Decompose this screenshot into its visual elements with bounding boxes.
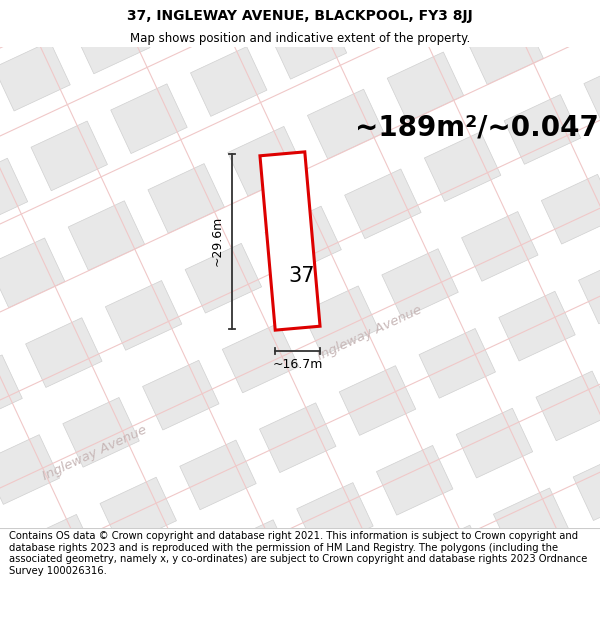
Polygon shape xyxy=(382,249,458,318)
Polygon shape xyxy=(387,52,464,122)
Polygon shape xyxy=(0,355,22,424)
Polygon shape xyxy=(413,525,490,595)
Text: Map shows position and indicative extent of the property.: Map shows position and indicative extent… xyxy=(130,32,470,45)
Polygon shape xyxy=(424,132,501,201)
Polygon shape xyxy=(541,174,600,244)
Polygon shape xyxy=(456,408,533,478)
Polygon shape xyxy=(536,371,600,441)
Polygon shape xyxy=(578,254,600,324)
Polygon shape xyxy=(180,440,256,510)
Text: Contains OS data © Crown copyright and database right 2021. This information is : Contains OS data © Crown copyright and d… xyxy=(9,531,587,576)
Polygon shape xyxy=(584,58,600,127)
Polygon shape xyxy=(493,488,570,558)
Polygon shape xyxy=(0,158,28,228)
Polygon shape xyxy=(68,201,145,271)
Polygon shape xyxy=(74,4,150,74)
Text: 37: 37 xyxy=(289,266,315,286)
Polygon shape xyxy=(573,451,600,521)
Polygon shape xyxy=(0,552,17,621)
Text: ~189m²/~0.047ac.: ~189m²/~0.047ac. xyxy=(355,113,600,141)
Polygon shape xyxy=(190,47,267,116)
Polygon shape xyxy=(217,520,293,589)
Polygon shape xyxy=(0,434,59,504)
Polygon shape xyxy=(20,514,97,584)
Polygon shape xyxy=(0,238,65,308)
Polygon shape xyxy=(100,478,176,547)
Polygon shape xyxy=(63,398,139,468)
Polygon shape xyxy=(223,323,299,392)
Polygon shape xyxy=(185,243,262,313)
Polygon shape xyxy=(143,360,219,430)
Polygon shape xyxy=(547,0,600,48)
Polygon shape xyxy=(350,0,427,42)
Polygon shape xyxy=(339,366,416,436)
Text: Ingleway Avenue: Ingleway Avenue xyxy=(316,303,424,363)
Polygon shape xyxy=(270,9,347,79)
Polygon shape xyxy=(467,15,544,84)
Polygon shape xyxy=(227,126,304,196)
Polygon shape xyxy=(148,164,224,233)
Text: ~29.6m: ~29.6m xyxy=(211,216,224,266)
Polygon shape xyxy=(296,482,373,552)
Polygon shape xyxy=(31,121,107,191)
Polygon shape xyxy=(260,152,320,330)
Polygon shape xyxy=(0,41,70,111)
Text: 37, INGLEWAY AVENUE, BLACKPOOL, FY3 8JJ: 37, INGLEWAY AVENUE, BLACKPOOL, FY3 8JJ xyxy=(127,9,473,23)
Polygon shape xyxy=(154,0,230,37)
Polygon shape xyxy=(259,403,336,472)
Polygon shape xyxy=(111,84,187,154)
Polygon shape xyxy=(106,281,182,350)
Polygon shape xyxy=(344,169,421,239)
Polygon shape xyxy=(461,211,538,281)
Polygon shape xyxy=(265,206,341,276)
Polygon shape xyxy=(302,286,379,356)
Polygon shape xyxy=(504,94,581,164)
Text: ~16.7m: ~16.7m xyxy=(272,359,323,371)
Polygon shape xyxy=(26,318,102,388)
Polygon shape xyxy=(307,89,384,159)
Polygon shape xyxy=(419,329,496,398)
Polygon shape xyxy=(499,291,575,361)
Polygon shape xyxy=(376,446,453,515)
Polygon shape xyxy=(0,0,33,31)
Text: Ingleway Avenue: Ingleway Avenue xyxy=(41,423,149,483)
